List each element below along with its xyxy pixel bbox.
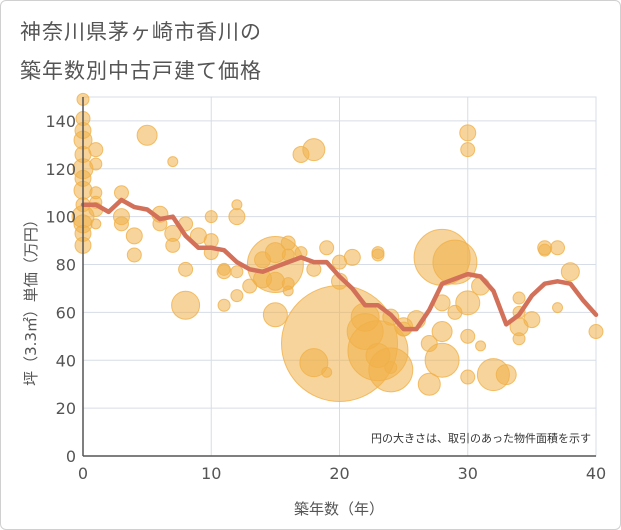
bubble-point	[538, 243, 552, 257]
bubble-point	[459, 124, 477, 142]
y-tick-label: 0	[66, 447, 76, 466]
x-tick-label: 30	[458, 464, 478, 483]
bubble-point	[228, 208, 246, 226]
bubble-point	[371, 248, 385, 262]
bubble-point	[306, 261, 322, 277]
bubble-size-note: 円の大きさは、取引のあった物件面積を示す	[371, 431, 591, 445]
bubble-point	[216, 264, 232, 280]
bubble-point	[126, 247, 142, 263]
bubble-point	[265, 271, 285, 291]
line-layer	[80, 197, 599, 332]
y-tick-label: 120	[45, 160, 76, 179]
bubble-point	[512, 332, 526, 346]
bubble-point	[167, 156, 179, 168]
bubble-point	[552, 302, 564, 314]
axes	[82, 97, 596, 457]
bubble-point	[113, 185, 129, 201]
bubble-point	[171, 290, 201, 320]
bubble-point	[523, 311, 541, 329]
bubble-point	[424, 342, 460, 378]
bubble-point	[89, 157, 103, 171]
bubble-point	[560, 262, 580, 282]
bubble-point	[282, 285, 294, 297]
bubble-point	[90, 218, 102, 230]
bubble-point	[455, 290, 481, 316]
bubble-point	[136, 124, 158, 146]
bubble-point	[460, 142, 476, 158]
bubble-point	[460, 369, 476, 385]
y-tick-label: 40	[56, 351, 76, 370]
bubble-point	[262, 302, 288, 328]
bubble-point	[384, 360, 398, 374]
bubble-point	[495, 364, 517, 386]
bubble-layer	[71, 92, 604, 403]
bubble-point	[512, 291, 526, 305]
bubble-point	[460, 328, 476, 344]
bubble-point	[588, 324, 604, 340]
bubble-point	[343, 248, 361, 266]
bubble-point	[280, 235, 296, 251]
bubble-point	[550, 240, 566, 256]
y-tick-label: 80	[56, 256, 76, 275]
bubble-point	[431, 321, 453, 343]
y-tick-label: 60	[56, 303, 76, 322]
y-tick-label: 20	[56, 399, 76, 418]
bubble-point	[230, 289, 244, 303]
y-tick-label: 140	[45, 112, 76, 131]
bubble-point	[178, 261, 194, 277]
chart-title-line-1: 神奈川県茅ヶ崎市香川の	[20, 20, 262, 44]
y-axis-label: 坪（3.3㎡）単価（万円）	[22, 212, 40, 386]
bubble-point	[88, 142, 104, 158]
average-price-line	[80, 197, 599, 332]
tick-labels: 0 20 40 60 80 100 120 140 0 10 20 30 40	[45, 112, 606, 483]
bubble-point	[165, 237, 181, 253]
x-tick-label: 20	[329, 464, 349, 483]
bubble-point	[125, 227, 143, 245]
bubble-point	[319, 240, 335, 256]
x-axis-label: 築年数（年）	[294, 500, 384, 518]
bubble-point	[217, 298, 231, 312]
x-tick-label: 0	[78, 464, 88, 483]
chart-title-line-2: 築年数別中古戸建て価格	[20, 59, 262, 83]
bubble-point	[417, 372, 441, 396]
y-tick-label: 100	[45, 208, 76, 227]
bubble-point	[475, 340, 487, 352]
x-tick-label: 10	[201, 464, 221, 483]
bubble-point	[113, 216, 129, 232]
bubble-point	[302, 138, 326, 162]
x-tick-label: 40	[586, 464, 606, 483]
bubble-point	[204, 210, 218, 224]
bubble-point	[230, 265, 244, 279]
